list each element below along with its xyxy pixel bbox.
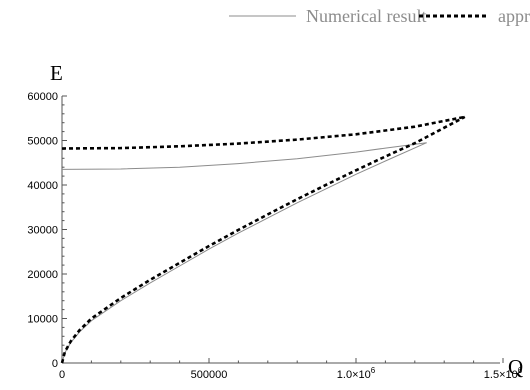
series-layer [60, 115, 466, 364]
x-tick-label: 1.0×106 [337, 366, 376, 381]
y-tick-label: 30000 [27, 225, 58, 237]
ticks [61, 95, 504, 364]
x-tick-label: 1.5×106 [484, 366, 523, 381]
series-numerical-result-branch-1 [61, 142, 427, 170]
x-tick-label: 0 [59, 369, 65, 381]
legend: Numerical result approximation [229, 6, 530, 26]
series-approximation-branch-2 [60, 115, 466, 364]
series-approximation-branch-1 [61, 115, 466, 150]
y-tick-label: 10000 [27, 314, 58, 326]
tick-labels: 0 10000 20000 30000 40000 50000 60000 0 500000 1.… [27, 91, 522, 381]
y-tick-label: 0 [52, 358, 58, 370]
legend-label-numerical: Numerical result [306, 6, 426, 26]
series-numerical-result-branch-2 [61, 142, 427, 364]
legend-label-approximation: approximation [498, 6, 530, 26]
y-tick-label: 60000 [27, 91, 58, 103]
y-tick-label: 50000 [27, 136, 58, 148]
x-axis-title: Q [508, 355, 523, 379]
y-tick-label: 20000 [27, 269, 58, 281]
y-tick-label: 40000 [27, 180, 58, 192]
y-axis-title: E [50, 61, 63, 85]
x-tick-label: 500000 [191, 369, 228, 381]
